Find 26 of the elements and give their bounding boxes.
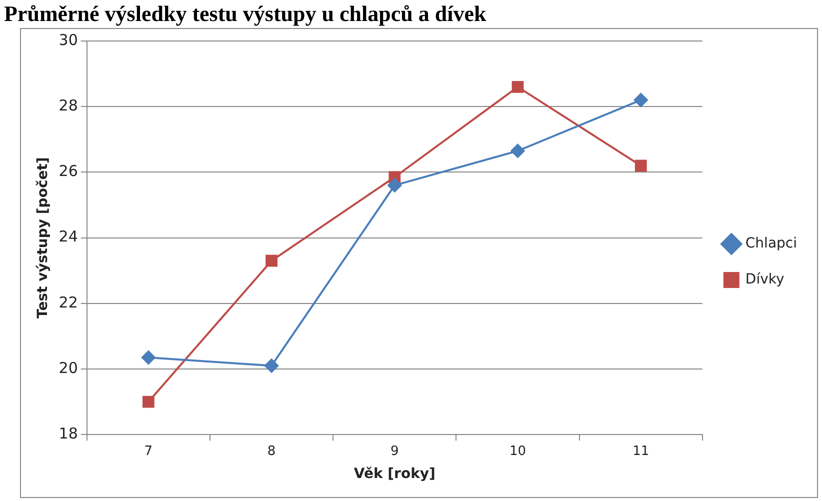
y-tick-label: 24: [58, 228, 78, 246]
point: [512, 80, 524, 93]
y-tick-label: 22: [58, 293, 78, 312]
y-tick-label: 18: [58, 424, 78, 442]
legend-label: Chlapci: [745, 236, 798, 252]
legend-label: Dívky: [745, 272, 784, 288]
point: [388, 178, 402, 192]
y-tick-label: 30: [58, 30, 78, 49]
x-tick-label: 9: [390, 444, 399, 459]
x-tick-label: 11: [632, 444, 650, 459]
point: [634, 160, 647, 172]
y-tick-label: 20: [58, 358, 78, 377]
point: [142, 396, 154, 408]
point: [141, 350, 156, 365]
chart-title: Průměrné výsledky testu výstupy u chlapců a dívek: [3, 0, 488, 28]
point: [634, 93, 648, 108]
x-tick-label: 7: [144, 444, 153, 459]
x-tick-label: 10: [509, 444, 526, 459]
y-tick-label: 28: [58, 96, 78, 114]
x-axis-title: Věk [roky]: [354, 466, 436, 482]
x-tick-label: 8: [267, 444, 276, 459]
point: [264, 358, 279, 373]
point: [266, 254, 278, 267]
y-tick-label: 26: [58, 162, 78, 180]
y-axis-title: Test výstupy [počet]: [35, 157, 52, 318]
point: [510, 144, 525, 158]
